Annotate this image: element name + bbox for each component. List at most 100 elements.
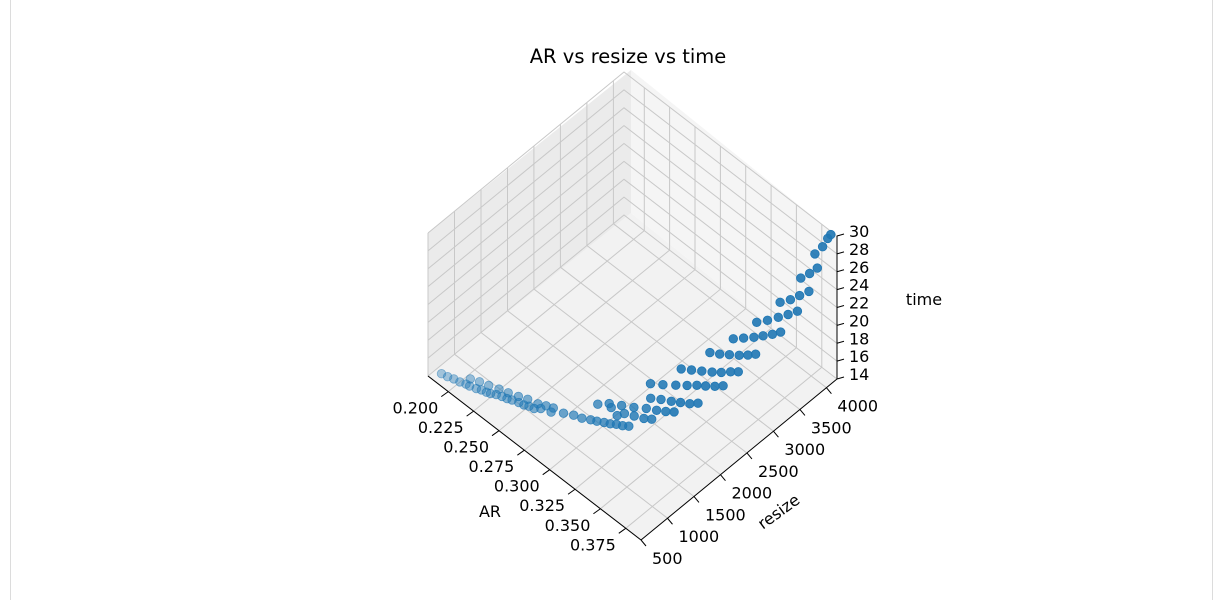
data-point (548, 403, 559, 413)
data-point (661, 406, 671, 417)
z-grid-line (427, 89, 838, 255)
data-point (682, 380, 692, 391)
data-point (465, 374, 476, 384)
data-point (734, 350, 744, 361)
x-tick (466, 410, 474, 417)
chart-title: AR vs resize vs time (530, 45, 727, 68)
z-tick (836, 251, 845, 255)
z-tick-label: 28 (849, 240, 869, 259)
x-tick (567, 488, 576, 495)
data-point (671, 380, 681, 390)
z-tick (836, 322, 845, 326)
data-point (775, 297, 785, 308)
y-axis-line (640, 378, 838, 541)
data-point (577, 413, 587, 423)
data-point (817, 241, 828, 252)
data-point (645, 379, 656, 389)
z-grid-line (427, 160, 838, 326)
data-point (812, 263, 823, 273)
data-point (826, 229, 836, 240)
data-point (619, 408, 630, 419)
data-point (810, 249, 820, 259)
x-tick-label: 0.275 (469, 457, 515, 476)
x-tick-label: 0.350 (545, 516, 591, 535)
y-tick (693, 496, 700, 503)
x-tick-label: 0.300 (494, 477, 540, 496)
data-point (716, 367, 727, 378)
data-point (558, 408, 569, 418)
y-tick-label: 3000 (784, 440, 825, 459)
data-points (436, 229, 836, 431)
z-tick-label: 16 (849, 347, 869, 366)
z-tick (836, 340, 845, 344)
x-tick (593, 508, 601, 515)
data-point (796, 273, 806, 283)
data-point (646, 393, 656, 404)
data-point (569, 410, 579, 420)
data-point (693, 398, 703, 408)
z-grid-line (427, 107, 838, 273)
data-point (476, 385, 487, 395)
data-point (606, 402, 616, 413)
data-point (436, 369, 447, 379)
x-tick (618, 527, 627, 534)
data-point (692, 380, 702, 391)
z-grid-line (427, 71, 838, 237)
data-point (804, 268, 815, 279)
y-tick-label: 4000 (837, 397, 878, 416)
data-point (775, 327, 786, 337)
x-tick-label: 0.375 (570, 535, 616, 554)
data-point (738, 333, 749, 343)
data-point (685, 399, 695, 409)
data-point (647, 414, 657, 424)
y-tick (667, 517, 673, 525)
y-tick-label: 1000 (678, 527, 719, 546)
data-point (639, 413, 649, 424)
data-point (792, 306, 803, 316)
data-point (783, 309, 793, 320)
data-point (715, 349, 725, 359)
z-tick (836, 358, 845, 362)
data-point (666, 396, 677, 407)
z-grid-line (427, 178, 838, 344)
z-grid-line (427, 196, 838, 362)
axis-panes (428, 70, 837, 540)
z-grid-line (427, 142, 838, 308)
data-point (724, 350, 735, 360)
data-point (503, 388, 513, 398)
z-axis-label: time (906, 290, 942, 309)
x-tick (440, 391, 449, 398)
y-tick-label: 3500 (811, 418, 852, 437)
z-tick (836, 269, 845, 273)
z-grid-line (427, 124, 838, 290)
z-tick (836, 233, 845, 237)
data-point (651, 405, 662, 416)
data-point (686, 365, 697, 375)
data-point (762, 315, 773, 326)
data-point (743, 350, 753, 360)
data-point (707, 367, 717, 377)
z-tick (836, 287, 845, 291)
data-point (641, 403, 652, 414)
y-tick-label: 2500 (758, 462, 799, 481)
z-tick-label: 20 (849, 311, 869, 330)
x-tick-label: 0.225 (418, 418, 464, 437)
y-tick-label: 1500 (705, 505, 746, 524)
data-point (700, 381, 711, 391)
x-tick-label: 0.200 (392, 399, 438, 418)
y-tick (746, 452, 753, 460)
y-tick (773, 430, 779, 438)
data-point (749, 332, 759, 343)
x-tick (517, 449, 525, 456)
data-point (484, 380, 494, 391)
tick-marks (440, 233, 845, 547)
x-tick (542, 469, 551, 476)
data-point (785, 295, 796, 305)
right-pane (631, 70, 837, 379)
z-tick-label: 26 (849, 258, 869, 277)
data-point (758, 331, 768, 341)
y-tick (826, 387, 832, 395)
data-point (656, 394, 666, 405)
z-tick-label: 24 (849, 276, 869, 295)
